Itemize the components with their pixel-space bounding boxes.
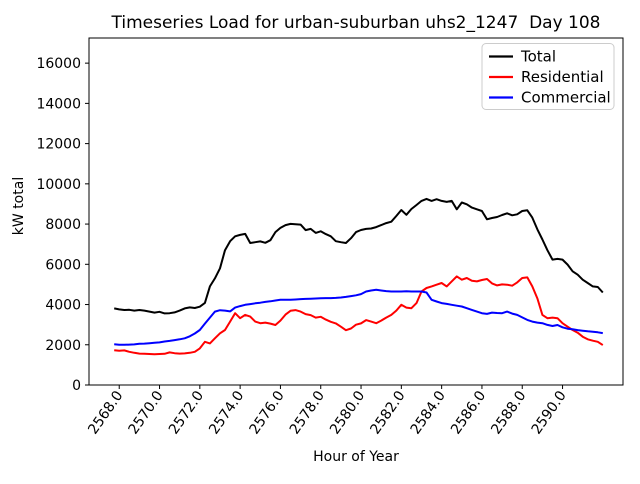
legend: Total Residential Commercial bbox=[481, 43, 615, 110]
y-tick-label: 8000 bbox=[45, 217, 81, 233]
y-axis-label: kW total bbox=[11, 177, 27, 235]
legend-label-commercial: Commercial bbox=[521, 89, 611, 107]
y-tick-label: 16000 bbox=[36, 56, 81, 72]
y-tick-label: 14000 bbox=[36, 96, 81, 112]
x-tick-label: 2590.0 bbox=[529, 388, 570, 437]
x-tick-label: 2568.0 bbox=[85, 388, 126, 437]
x-tick-label: 2586.0 bbox=[448, 388, 489, 437]
axis-ticks: 0 2000 4000 6000 8000 10000 12000 14000 16000 256… bbox=[36, 56, 569, 437]
x-axis-label: Hour of Year bbox=[313, 449, 399, 465]
x-tick-label: 2580.0 bbox=[327, 388, 368, 437]
x-tick-label: 2574.0 bbox=[206, 388, 247, 437]
x-tick-label: 2588.0 bbox=[488, 388, 529, 437]
series-lines bbox=[114, 197, 604, 356]
legend-label-total: Total bbox=[520, 48, 556, 66]
chart-title: Timeseries Load for urban-suburban uhs2_… bbox=[111, 13, 601, 33]
x-tick-label: 2582.0 bbox=[367, 388, 408, 437]
x-tick-label: 2584.0 bbox=[408, 388, 449, 437]
y-tick-label: 4000 bbox=[45, 298, 81, 314]
y-tick-label: 12000 bbox=[36, 137, 81, 153]
y-tick-label: 0 bbox=[72, 378, 81, 394]
y-tick-label: 10000 bbox=[36, 177, 81, 193]
legend-label-residential: Residential bbox=[521, 68, 604, 86]
y-tick-label: 2000 bbox=[45, 338, 81, 354]
plot-area bbox=[88, 37, 624, 386]
x-tick-label: 2578.0 bbox=[287, 388, 328, 437]
legend-box bbox=[481, 43, 615, 110]
y-tick-label: 6000 bbox=[45, 257, 81, 273]
x-tick-label: 2570.0 bbox=[126, 388, 167, 437]
series-line-total bbox=[114, 197, 604, 315]
x-tick-label: 2576.0 bbox=[246, 388, 287, 437]
x-tick-label: 2572.0 bbox=[166, 388, 207, 437]
series-line-commercial bbox=[114, 288, 603, 346]
series-line-residential bbox=[114, 275, 604, 356]
